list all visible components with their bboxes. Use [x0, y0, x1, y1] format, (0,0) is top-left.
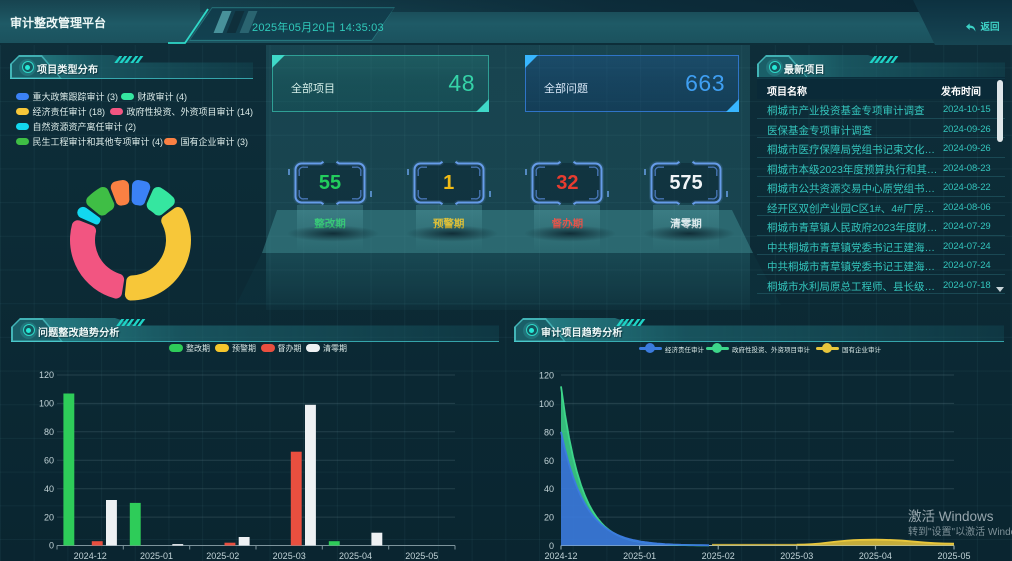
svg-text:0: 0	[549, 541, 554, 551]
svg-text:20: 20	[44, 512, 54, 522]
svg-text:40: 40	[44, 484, 54, 494]
svg-text:100: 100	[39, 399, 54, 409]
svg-text:60: 60	[544, 456, 554, 466]
svg-text:2025-02: 2025-02	[702, 551, 735, 561]
svg-text:2025-01: 2025-01	[623, 551, 656, 561]
svg-text:80: 80	[544, 427, 554, 437]
svg-text:120: 120	[539, 371, 554, 381]
svg-text:100: 100	[539, 399, 554, 409]
svg-text:2025-05: 2025-05	[405, 551, 438, 561]
svg-text:2024-12: 2024-12	[74, 551, 107, 561]
svg-text:40: 40	[544, 484, 554, 494]
svg-text:120: 120	[39, 370, 54, 380]
svg-text:2025-02: 2025-02	[206, 551, 239, 561]
svg-text:2025-01: 2025-01	[140, 551, 173, 561]
svg-text:0: 0	[49, 541, 54, 551]
svg-text:2025-05: 2025-05	[937, 551, 970, 561]
svg-text:2025-04: 2025-04	[339, 551, 372, 561]
svg-text:2025-03: 2025-03	[780, 551, 813, 561]
svg-text:2025-03: 2025-03	[273, 551, 306, 561]
svg-text:2025-04: 2025-04	[859, 551, 892, 561]
svg-text:80: 80	[44, 427, 54, 437]
svg-text:20: 20	[544, 513, 554, 523]
svg-text:2024-12: 2024-12	[544, 551, 577, 561]
svg-text:60: 60	[44, 455, 54, 465]
